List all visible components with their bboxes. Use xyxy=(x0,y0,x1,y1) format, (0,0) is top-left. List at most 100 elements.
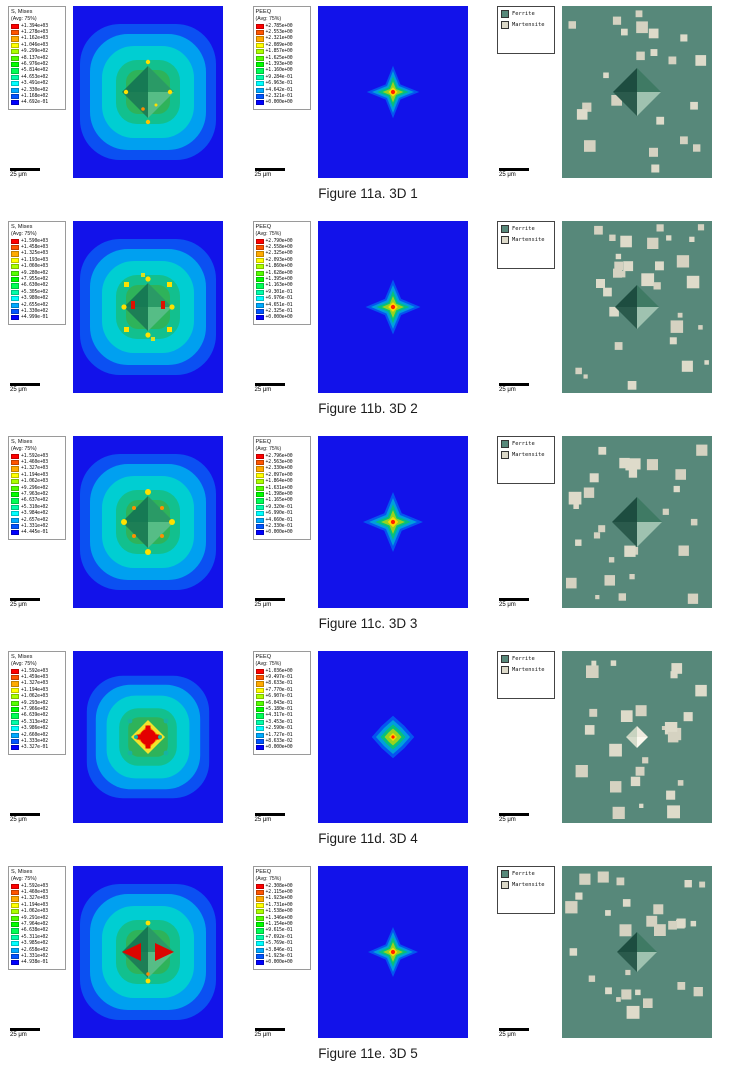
legend-entry: +1.036e+00 xyxy=(255,668,308,674)
legend-color-swatch xyxy=(255,713,264,719)
legend-color-swatch xyxy=(11,694,19,700)
legend-color-swatch xyxy=(11,93,19,100)
legend-value: +0.000e+00 xyxy=(265,745,293,751)
panel-row: S, Mises (Avg: 75%) +1.592e+03 +1.460e+03… xyxy=(0,866,736,1038)
phase-label: Martensite xyxy=(512,22,545,28)
legend-entry: +9.293e+02 xyxy=(11,700,63,706)
legend-value: +8.633e-01 xyxy=(265,681,293,687)
mises-contour-plot xyxy=(73,221,223,393)
legend-entry: +9.320e-01 xyxy=(255,504,308,510)
phase-color-swatch xyxy=(501,881,509,889)
legend-value: +7.770e-01 xyxy=(265,687,293,693)
mises-panel-left: S, Mises (Avg: 75%) +1.394e+03 +1.278e+03… xyxy=(8,6,68,178)
legend-value: +2.325e+00 xyxy=(265,251,293,257)
legend-color-swatch xyxy=(11,498,19,504)
panel-row: S, Mises (Avg: 75%) +1.592e+03 +1.460e+03… xyxy=(0,436,736,608)
legend-color-swatch xyxy=(255,530,264,536)
legend-color-swatch xyxy=(255,49,264,55)
legend-entries: +2.796e+00 +2.563e+00 +2.330e+00 +2.097e+00… xyxy=(255,453,308,536)
legend-value: +0.000e+00 xyxy=(265,960,293,966)
figure-caption: Figure 11e. 3D 5 xyxy=(318,1046,418,1061)
peeq-legend: PEEQ (Avg: 75%) +2.796e+00 +2.563e+00 +2.3… xyxy=(252,436,311,541)
legend-color-swatch xyxy=(255,732,264,738)
peeq-contour-plot xyxy=(317,6,468,178)
legend-value: +2.660e+02 xyxy=(21,732,48,738)
legend-entry: +5.310e+02 xyxy=(11,504,63,510)
legend-value: +2.558e+00 xyxy=(265,245,293,251)
scale-bar: 25 μm xyxy=(10,813,46,823)
legend-title: S, Mises xyxy=(11,439,33,445)
phase-legend-entry: Martensite xyxy=(500,451,552,459)
scale-label: 25 μm xyxy=(10,602,27,608)
legend-value: +2.308e+00 xyxy=(265,883,293,889)
legend-entry: +8.137e+02 xyxy=(11,55,63,61)
legend-entry: +7.966e+02 xyxy=(11,706,63,713)
scale-bar: 25 μm xyxy=(254,598,291,608)
legend-value: +1.194e+03 xyxy=(21,472,48,478)
legend-value: +4.651e-01 xyxy=(265,302,293,308)
legend-value: +2.655e+02 xyxy=(21,302,48,308)
legend-entry: +1.060e+03 xyxy=(11,264,63,270)
scale-bar-line xyxy=(10,383,40,386)
legend-color-swatch xyxy=(255,61,264,68)
legend-entry: +1.592e+03 xyxy=(11,883,63,889)
legend-color-swatch xyxy=(11,928,19,934)
legend-value: +1.331e+02 xyxy=(21,953,48,959)
scale-bar: 25 μm xyxy=(10,168,46,178)
legend-entry: +1.458e+03 xyxy=(11,244,63,251)
scale-bar-line xyxy=(10,813,40,816)
scale-bar: 25 μm xyxy=(254,1028,291,1038)
legend-color-swatch xyxy=(11,517,19,523)
legend-value: +2.657e+02 xyxy=(21,517,48,523)
phase-legend: Ferrite Martensite xyxy=(497,221,555,269)
legend-color-swatch xyxy=(255,726,264,732)
legend-entry: +1.731e+00 xyxy=(255,902,308,908)
figure-caption: Figure 11b. 3D 2 xyxy=(318,401,418,416)
figure-caption: Figure 11a. 3D 1 xyxy=(318,186,418,201)
legend-color-swatch xyxy=(11,308,19,315)
legend-value: +1.394e+03 xyxy=(21,23,48,29)
legend-color-swatch xyxy=(11,687,19,693)
peeq-legend: PEEQ (Avg: 75%) +2.308e+00 +2.115e+00 +1.9… xyxy=(252,866,311,971)
legend-value: +1.460e+03 xyxy=(21,460,48,466)
legend-entries: +2.790e+00 +2.558e+00 +2.325e+00 +2.093e+00… xyxy=(255,238,308,321)
legend-color-swatch xyxy=(11,315,19,321)
phase-color-swatch xyxy=(501,451,509,459)
microstructure-map xyxy=(562,651,712,823)
legend-entry: +1.062e+03 xyxy=(11,909,63,915)
legend-value: +6.638e+02 xyxy=(21,928,48,934)
legend-entry: +2.590e-01 xyxy=(255,726,308,732)
legend-entry: +2.785e+00 xyxy=(255,23,308,29)
scale-bar: 25 μm xyxy=(10,383,46,393)
legend-value: +1.864e+00 xyxy=(265,479,293,485)
legend-value: +1.333e+02 xyxy=(21,738,48,744)
legend-color-swatch xyxy=(11,283,19,289)
legend-title: S, Mises xyxy=(11,224,33,230)
legend-value: +1.154e+00 xyxy=(265,922,293,928)
legend-entry: +3.453e-01 xyxy=(255,719,308,725)
legend-entry: +4.938e-01 xyxy=(11,960,63,966)
legend-color-swatch xyxy=(11,700,19,706)
microstructure-map xyxy=(562,866,712,1038)
legend-color-swatch xyxy=(11,738,19,745)
legend-color-swatch xyxy=(11,674,19,681)
legend-entry: +1.331e+02 xyxy=(11,953,63,960)
legend-value: +3.980e+02 xyxy=(21,296,48,302)
legend-subtitle: (Avg: 75%) xyxy=(255,661,282,667)
legend-color-swatch xyxy=(255,472,264,478)
legend-color-swatch xyxy=(255,681,264,687)
peeq-panel-left: PEEQ (Avg: 75%) +2.785e+00 +2.553e+00 +2.3… xyxy=(252,6,313,178)
peeq-legend: PEEQ (Avg: 75%) +2.785e+00 +2.553e+00 +2.3… xyxy=(252,6,311,111)
legend-value: +2.796e+00 xyxy=(265,453,293,459)
legend-entry: +4.692e-01 xyxy=(11,100,63,106)
legend-value: +1.163e+00 xyxy=(265,283,293,289)
legend-color-swatch xyxy=(255,700,264,706)
legend-value: +1.923e+00 xyxy=(265,896,293,902)
legend-value: +2.330e+02 xyxy=(21,87,48,93)
legend-entry: +1.163e+00 xyxy=(255,283,308,289)
legend-value: +5.305e+02 xyxy=(21,289,48,295)
legend-entry: +1.062e+03 xyxy=(11,479,63,485)
legend-value: +4.660e-01 xyxy=(265,517,293,523)
legend-entry: +7.963e+02 xyxy=(11,491,63,498)
